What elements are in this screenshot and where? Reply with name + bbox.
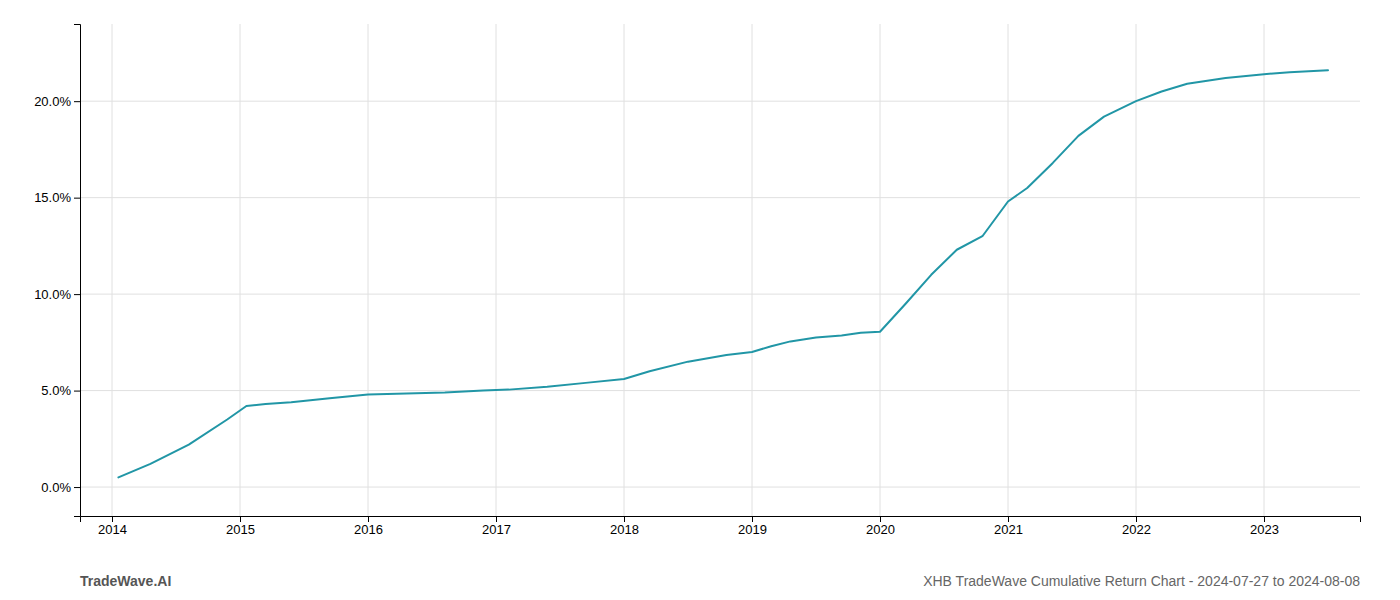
plot: 2014 2015 2016 2017 2018 2019 2020 2021 2022 2023… <box>34 24 1360 537</box>
x-tick-mark <box>1008 516 1009 522</box>
x-tick-label: 2015 <box>226 522 255 537</box>
line <box>118 70 1328 477</box>
x-tick: 2022 <box>1122 516 1151 537</box>
x-tick-label: 2014 <box>98 522 127 537</box>
grid-line <box>80 390 1360 391</box>
grid-line <box>496 24 497 516</box>
x-axis: 2014 2015 2016 2017 2018 2019 2020 2021 2022 2023 <box>81 516 1361 537</box>
x-tick-label: 2018 <box>610 522 639 537</box>
grid-line <box>80 294 1360 295</box>
y-tick: 0.0% <box>41 480 80 495</box>
x-tick-mark <box>752 516 753 522</box>
x-tick: 2018 <box>610 516 639 537</box>
y-tick-mark <box>74 487 80 488</box>
chart: 2014 2015 2016 2017 2018 2019 2020 2021 2022 2023… <box>0 0 1400 600</box>
grid-line <box>368 24 369 516</box>
x-tick-mark <box>624 516 625 522</box>
x-tick-label: 2023 <box>1250 522 1279 537</box>
y-tick: 15.0% <box>34 190 80 205</box>
grid-line <box>1136 24 1137 516</box>
grid-line <box>80 197 1360 198</box>
y-tick-label: 15.0% <box>34 190 71 205</box>
x-tick: 2021 <box>994 516 1023 537</box>
y-tick-mark <box>74 198 80 199</box>
y-tick-mark <box>74 391 80 392</box>
x-tick: 2020 <box>866 516 895 537</box>
y-tick-mark <box>74 101 80 102</box>
x-tick-mark <box>1264 516 1265 522</box>
y-tick-label: 5.0% <box>41 383 71 398</box>
y-axis-line <box>74 25 81 517</box>
x-tick-label: 2022 <box>1122 522 1151 537</box>
y-tick: 10.0% <box>34 287 80 302</box>
y-tick-label: 10.0% <box>34 287 71 302</box>
x-tick: 2019 <box>738 516 767 537</box>
x-tick-label: 2016 <box>354 522 383 537</box>
marks <box>118 70 1328 477</box>
x-tick-label: 2017 <box>482 522 511 537</box>
y-tick-label: 0.0% <box>41 480 71 495</box>
x-tick: 2016 <box>354 516 383 537</box>
grid-line <box>112 24 113 516</box>
grid-line <box>624 24 625 516</box>
y-tick: 20.0% <box>34 94 80 109</box>
x-tick-label: 2019 <box>738 522 767 537</box>
grid-line <box>240 24 241 516</box>
x-tick-mark <box>112 516 113 522</box>
x-tick-label: 2021 <box>994 522 1023 537</box>
x-tick: 2017 <box>482 516 511 537</box>
grid-line <box>1008 24 1009 516</box>
x-tick-mark <box>368 516 369 522</box>
grid <box>80 24 1360 516</box>
x-tick: 2015 <box>226 516 255 537</box>
grid-line <box>80 101 1360 102</box>
x-tick: 2023 <box>1250 516 1279 537</box>
y-tick-mark <box>74 294 80 295</box>
x-tick-label: 2020 <box>866 522 895 537</box>
grid-line <box>1264 24 1265 516</box>
grid-line <box>752 24 753 516</box>
footer-right: XHB TradeWave Cumulative Return Chart - … <box>923 573 1360 589</box>
grid-line <box>880 24 881 516</box>
x-tick: 2014 <box>98 516 127 537</box>
x-axis-line <box>81 517 1361 523</box>
y-axis: 0.0% 5.0% 10.0% 15.0% 20.0% <box>34 25 80 517</box>
x-tick-mark <box>1136 516 1137 522</box>
grid-line <box>80 487 1360 488</box>
y-tick-label: 20.0% <box>34 94 71 109</box>
y-tick: 5.0% <box>41 383 80 398</box>
x-tick-mark <box>880 516 881 522</box>
x-tick-mark <box>496 516 497 522</box>
footer-left: TradeWave.AI <box>80 573 171 589</box>
x-tick-mark <box>240 516 241 522</box>
